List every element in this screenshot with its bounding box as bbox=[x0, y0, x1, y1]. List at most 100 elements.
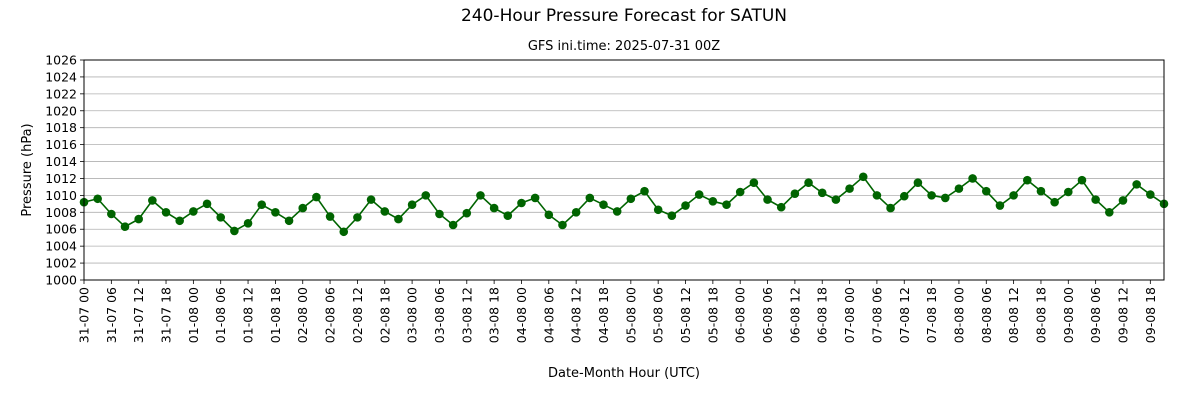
data-point bbox=[1077, 175, 1087, 185]
x-tick-label: 09-08 06 bbox=[1088, 287, 1103, 343]
data-point bbox=[284, 216, 294, 226]
y-tick-label: 1022 bbox=[45, 86, 77, 101]
data-point bbox=[831, 195, 841, 204]
x-tick-label: 02-08 00 bbox=[295, 287, 310, 343]
data-point bbox=[817, 188, 827, 198]
data-point bbox=[202, 199, 212, 209]
data-point bbox=[735, 187, 745, 197]
x-axis-label: Date-Month Hour (UTC) bbox=[548, 366, 700, 381]
data-point bbox=[667, 211, 677, 220]
x-tick-label: 01-08 06 bbox=[213, 287, 228, 343]
data-point bbox=[407, 200, 417, 209]
gridlines bbox=[84, 59, 1164, 281]
x-tick-label: 04-08 12 bbox=[569, 287, 584, 343]
x-axis: 31-07 00 31-07 06 31-07 12 31-07 18 01-08 00… bbox=[77, 280, 1158, 343]
data-point bbox=[257, 200, 267, 209]
data-point bbox=[749, 178, 759, 187]
data-point bbox=[243, 219, 253, 228]
data-point bbox=[776, 202, 786, 212]
y-tick-label: 1016 bbox=[45, 137, 77, 152]
x-tick-label: 09-08 12 bbox=[1115, 287, 1130, 343]
x-tick-label: 05-08 18 bbox=[705, 287, 720, 343]
y-tick-label: 1018 bbox=[45, 120, 77, 135]
x-tick-label: 05-08 06 bbox=[651, 287, 666, 343]
y-tick-label: 1026 bbox=[45, 53, 77, 68]
data-point bbox=[927, 191, 936, 200]
data-point bbox=[722, 200, 731, 209]
x-tick-label: 06-08 06 bbox=[760, 287, 775, 343]
plot-frame bbox=[83, 59, 1165, 281]
x-tick-label: 08-08 12 bbox=[1006, 287, 1021, 343]
x-tick-label: 07-08 12 bbox=[897, 287, 912, 343]
data-point bbox=[353, 213, 362, 222]
x-tick-label: 05-08 12 bbox=[678, 287, 693, 343]
x-tick-label: 07-08 00 bbox=[842, 287, 857, 343]
data-point bbox=[845, 184, 854, 193]
data-point bbox=[544, 210, 554, 220]
data-point bbox=[1132, 180, 1141, 189]
data-point bbox=[626, 194, 636, 204]
data-point bbox=[981, 186, 991, 196]
series-group bbox=[79, 172, 1169, 237]
y-tick-label: 1012 bbox=[45, 171, 77, 186]
data-point bbox=[995, 201, 1005, 210]
x-tick-label: 04-08 06 bbox=[541, 287, 556, 343]
x-tick-label: 02-08 18 bbox=[377, 287, 392, 343]
y-axis-label: Pressure (hPa) bbox=[20, 123, 35, 216]
x-tick-label: 06-08 18 bbox=[815, 287, 830, 343]
data-point bbox=[940, 193, 950, 203]
x-tick-label: 04-08 00 bbox=[514, 287, 529, 343]
x-tick-label: 02-08 12 bbox=[350, 287, 365, 343]
data-point bbox=[216, 213, 226, 222]
data-point bbox=[189, 207, 198, 216]
data-point bbox=[913, 178, 923, 187]
y-tick-label: 1020 bbox=[45, 103, 77, 118]
x-tick-label: 03-08 06 bbox=[432, 287, 447, 343]
chart-subtitle: GFS ini.time: 2025-07-31 00Z bbox=[527, 39, 721, 54]
data-point bbox=[599, 200, 608, 209]
data-point bbox=[1091, 195, 1100, 204]
y-tick-label: 1010 bbox=[45, 188, 77, 203]
data-point bbox=[954, 184, 964, 193]
data-point bbox=[653, 205, 663, 215]
y-tick-label: 1006 bbox=[45, 222, 77, 237]
data-point bbox=[448, 220, 458, 230]
data-point bbox=[394, 214, 403, 224]
data-point bbox=[968, 174, 977, 183]
data-point bbox=[571, 208, 581, 217]
data-point bbox=[872, 191, 882, 200]
data-point bbox=[93, 194, 102, 204]
data-point bbox=[120, 222, 130, 231]
data-point bbox=[435, 209, 444, 219]
x-tick-label: 31-07 00 bbox=[77, 287, 92, 343]
x-tick-label: 08-08 00 bbox=[951, 287, 966, 343]
data-point bbox=[462, 208, 472, 218]
x-tick-label: 31-07 18 bbox=[159, 287, 174, 343]
data-point bbox=[298, 203, 308, 213]
y-tick-label: 1004 bbox=[45, 239, 77, 254]
data-point bbox=[1022, 175, 1032, 185]
data-point bbox=[1036, 186, 1046, 196]
data-point bbox=[230, 226, 239, 236]
data-point bbox=[421, 191, 431, 200]
data-point bbox=[325, 212, 335, 221]
x-tick-label: 01-08 00 bbox=[186, 287, 201, 343]
x-tick-label: 07-08 06 bbox=[869, 287, 884, 343]
x-tick-label: 04-08 18 bbox=[596, 287, 611, 343]
x-tick-label: 09-08 18 bbox=[1143, 287, 1158, 343]
x-tick-label: 08-08 06 bbox=[979, 287, 994, 343]
data-point bbox=[175, 216, 184, 226]
data-point bbox=[312, 192, 321, 202]
data-point bbox=[790, 189, 800, 198]
data-point bbox=[858, 172, 868, 182]
x-tick-label: 05-08 00 bbox=[623, 287, 638, 343]
y-axis: 1000 1002 1004 1006 1008 1010 1012 1014 1016 1018… bbox=[45, 53, 84, 288]
data-point bbox=[134, 214, 143, 224]
data-point bbox=[558, 220, 567, 230]
data-point bbox=[366, 195, 376, 204]
x-tick-label: 08-08 18 bbox=[1033, 287, 1048, 343]
data-point bbox=[489, 203, 499, 213]
data-point bbox=[1050, 197, 1059, 207]
data-point bbox=[763, 195, 772, 204]
y-tick-label: 1014 bbox=[45, 154, 77, 169]
